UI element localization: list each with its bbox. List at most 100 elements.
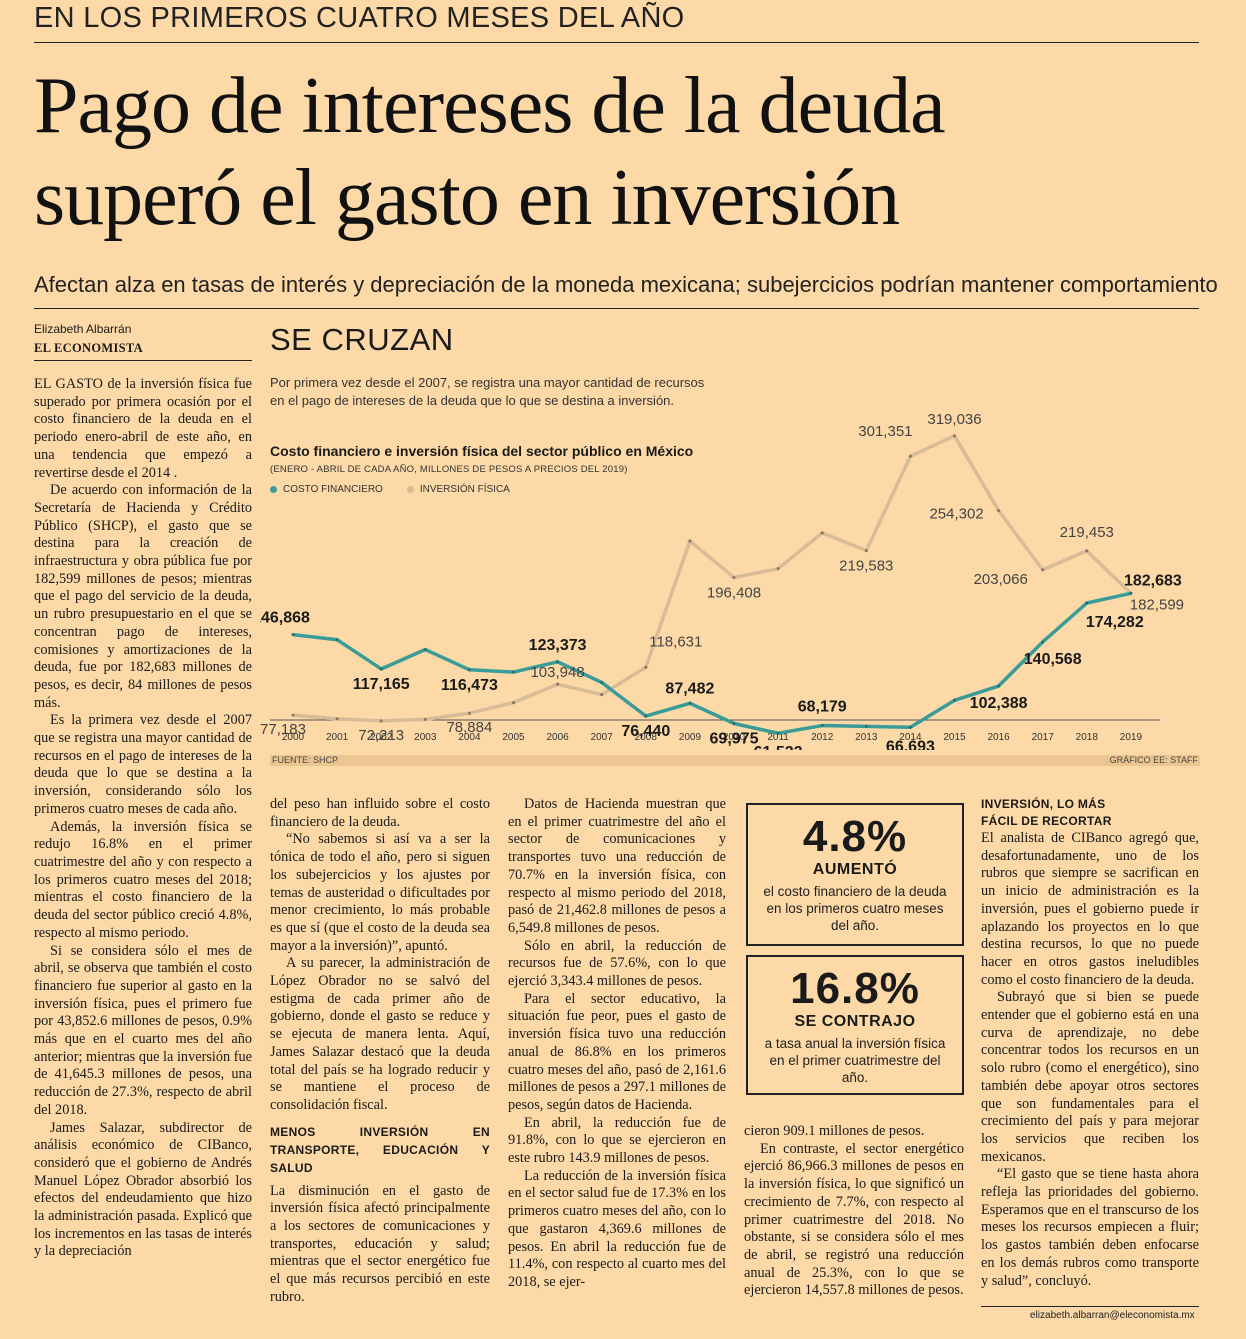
point-inversion [1085, 549, 1089, 553]
data-label-inversion: 219,453 [1060, 524, 1114, 541]
stat-box-contrajo: 16.8% SE CONTRAJO a tasa anual la invers… [746, 955, 964, 1095]
point-inversion [423, 717, 427, 721]
data-label-inversion: 254,302 [929, 506, 983, 523]
point-costo [688, 701, 692, 705]
chart-subtitle: Costo financiero e inversión física del … [270, 443, 694, 459]
article-column-4: cieron 909.1 millones de pesos. En contra… [744, 1123, 964, 1300]
point-costo [776, 731, 780, 735]
x-tick-label: 2018 [1076, 732, 1099, 743]
point-inversion [1041, 568, 1045, 572]
data-label-costo: 117,165 [353, 676, 410, 693]
x-tick-label: 2012 [811, 732, 834, 743]
data-label-inversion: 301,351 [858, 423, 912, 440]
paragraph: Para el sector educativo, la situación f… [508, 990, 726, 1113]
data-label-inversion: 77,183 [260, 721, 306, 738]
paragraph: James Salazar, subdirector de análisis e… [34, 1119, 252, 1260]
stat-box-contrajo-value: 16.8% [790, 964, 920, 1013]
data-label-costo: 69,975 [710, 730, 759, 747]
point-costo [864, 724, 868, 728]
chart-credit: GRÁFICO EE: STAFF [1109, 755, 1198, 765]
chart-title: SE CRUZAN [270, 322, 454, 357]
point-costo [291, 633, 295, 637]
chart-units: (ENERO - ABRIL DE CADA AÑO, MILLONES DE … [270, 464, 628, 475]
paragraph: Además, la inversión física se redujo 16… [34, 818, 252, 941]
point-inversion [379, 719, 383, 723]
byline-author: Elizabeth Albarrán [34, 322, 132, 336]
point-inversion [953, 434, 956, 438]
point-inversion [644, 665, 648, 669]
headline: Pago de intereses de la deuda superó el … [34, 60, 1224, 244]
data-label-costo: 61,522 [754, 744, 803, 750]
point-inversion [864, 549, 868, 553]
kicker-rule [34, 42, 1199, 43]
paragraph: La reducción de la inversión física en e… [508, 1167, 726, 1290]
byline-rule [34, 360, 252, 361]
stat-box-aumento-text: el costo financiero de la deuda en los p… [763, 884, 947, 933]
x-tick-label: 2003 [414, 732, 437, 743]
paragraph: Datos de Hacienda muestran que en el pri… [508, 796, 726, 936]
chart-description: Por primera vez desde el 2007, se regist… [270, 374, 750, 410]
point-costo [908, 725, 912, 729]
stat-box-contrajo-label: SE CONTRAJO [794, 1013, 916, 1030]
headline-line-2: superó el gasto en inversión [34, 154, 900, 242]
stat-box-aumento-value: 4.8% [802, 812, 908, 861]
paragraph: En contraste, el sector energético ejerc… [744, 1140, 964, 1299]
column-5-paragraphs: El analista de CIBanco agregó que, desaf… [981, 830, 1199, 1290]
point-costo [556, 660, 560, 664]
point-inversion [335, 717, 339, 721]
x-tick-label: 2005 [502, 732, 525, 743]
chart-description-line-2: en el pago de intereses de la deuda que … [270, 393, 675, 408]
x-tick-label: 2011 [767, 732, 789, 743]
data-label-costo: 87,482 [665, 680, 714, 697]
x-tick-label: 2004 [458, 732, 481, 743]
paragraph: La disminución en el gasto de inversión … [270, 1182, 490, 1305]
article-column-3: Datos de Hacienda muestran que en el pri… [508, 796, 726, 1292]
point-costo [379, 667, 383, 671]
paragraph: “No sabemos si así va a ser la tónica de… [270, 831, 490, 954]
data-label-inversion: 319,036 [927, 411, 981, 428]
data-label-costo: 182,683 [1124, 572, 1182, 589]
legend-costo-label: COSTO FINANCIERO [283, 484, 383, 495]
data-label-inversion: 103,948 [530, 664, 584, 681]
x-tick-label: 2007 [591, 732, 614, 743]
section-heading-inversion-line-2: FÁCIL DE RECORTAR [981, 814, 1112, 828]
series-line-inversion [292, 434, 1133, 723]
point-costo [953, 698, 956, 702]
data-label-costo: 140,568 [1024, 651, 1082, 668]
point-inversion [556, 682, 560, 686]
point-costo [644, 714, 648, 718]
point-inversion [512, 701, 515, 705]
data-label-costo: 146,868 [260, 610, 310, 627]
x-tick-label: 2009 [679, 732, 702, 743]
point-inversion [820, 531, 824, 535]
paragraph: Sólo en abril, la reducción de recursos … [508, 937, 726, 990]
x-tick-label: 2016 [987, 732, 1010, 743]
point-inversion [732, 575, 736, 579]
paragraph: Subrayó que si bien se puede entender qu… [981, 989, 1199, 1165]
data-label-inversion: 196,408 [707, 584, 761, 601]
data-label-costo: 123,373 [529, 637, 587, 654]
paragraph: EL GASTO de la inversión física fue supe… [34, 376, 252, 481]
point-inversion [688, 539, 692, 543]
article-column-1: EL GASTO de la inversión física fue supe… [34, 376, 252, 1261]
line-chart: 2000 2001 2002 2003 2004 2005 2006 2007 2008 2009… [260, 411, 1184, 750]
point-costo [732, 721, 736, 725]
data-label-inversion: 182,599 [1130, 596, 1184, 613]
article-column-2: del peso han influido sobre el costo fin… [270, 796, 490, 1307]
data-label-costo: 76,440 [621, 723, 670, 740]
article-column-5: INVERSIÓN, LO MÁS FÁCIL DE RECORTAR El a… [981, 796, 1199, 1290]
point-costo [1129, 591, 1133, 595]
x-tick-label: 2010 [723, 732, 746, 743]
point-costo [1041, 640, 1045, 644]
data-label-inversion: 72,213 [358, 727, 404, 744]
point-inversion [776, 567, 780, 571]
data-label-costo: 68,179 [798, 699, 847, 716]
point-inversion [291, 713, 295, 717]
stat-box-aumento-label: AUMENTÓ [812, 861, 898, 878]
section-heading-menos-inversion: MENOS INVERSIÓN EN TRANSPORTE, EDUCACIÓN… [270, 1124, 490, 1175]
paragraph: El analista de CIBanco agregó que, desaf… [981, 830, 1199, 988]
x-tick-label: 2006 [546, 732, 569, 743]
data-label-inversion: 78,884 [446, 719, 492, 736]
subhead: Afectan alza en tasas de interés y depre… [34, 272, 1218, 297]
section-heading-inversion-line-1: INVERSIÓN, LO MÁS [981, 797, 1106, 811]
